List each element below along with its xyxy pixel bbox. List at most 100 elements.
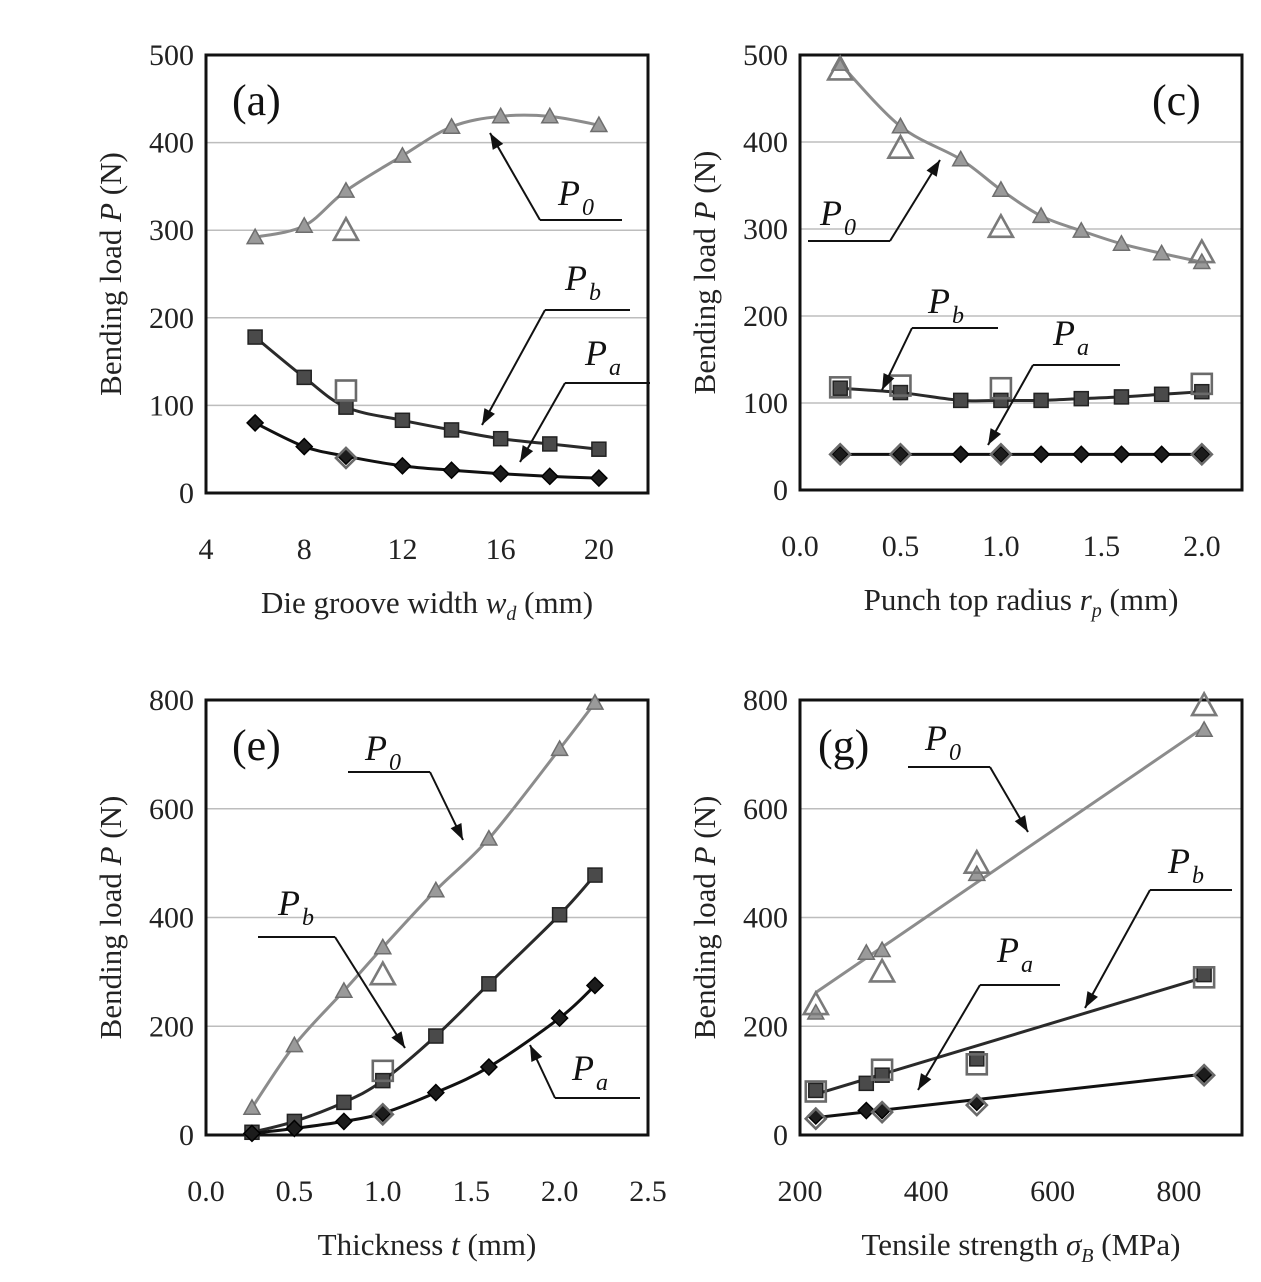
panel-e: 0 200 400 600 800 0.0 0.5 1.0 1.5 2.0 2.5 Thickness… <box>93 684 667 1262</box>
series-Pa: Pa <box>803 930 1216 1131</box>
y-tick-label: 200 <box>743 300 788 333</box>
panel-label: (a) <box>232 76 281 125</box>
series-label: Pb <box>277 883 314 931</box>
data-point <box>1033 392 1049 409</box>
experimental-point <box>331 215 361 242</box>
data-point <box>993 392 1009 409</box>
experimental-point <box>368 959 398 986</box>
data-point <box>1192 445 1211 464</box>
experimental-point <box>371 1059 395 1083</box>
experimental-point <box>870 1100 894 1125</box>
experimental-point <box>1192 1063 1216 1088</box>
arrow-head <box>1085 991 1098 1008</box>
data-point <box>336 181 356 198</box>
y-tick-label: 100 <box>743 387 788 420</box>
y-tick-label: 0 <box>179 477 194 510</box>
data-point <box>892 384 909 401</box>
x-tick-label: 1.0 <box>982 530 1020 563</box>
arrow-head <box>490 133 504 150</box>
data-point <box>1153 386 1170 403</box>
experimental-point <box>828 442 853 467</box>
series-label: Pa <box>996 930 1033 978</box>
y-axis-title: Bending load P (N) <box>687 796 722 1040</box>
data-point <box>951 149 971 167</box>
x-tick-label: 8 <box>297 533 312 566</box>
arrow-head <box>918 1073 932 1090</box>
data-point <box>481 976 497 992</box>
x-tick-label: 400 <box>904 1175 949 1208</box>
leader-arrow-line <box>481 309 546 426</box>
experimental-point <box>828 376 852 399</box>
data-point <box>1073 390 1090 407</box>
data-point <box>491 106 510 124</box>
leader-arrow-line <box>1084 889 1151 1009</box>
data-point <box>585 693 605 710</box>
series-Pb: Pb <box>804 841 1232 1103</box>
x-tick-label: 1.0 <box>364 1175 402 1208</box>
data-point <box>540 106 560 124</box>
experimental-point <box>1192 966 1216 989</box>
series-line <box>250 701 597 1109</box>
data-point <box>294 216 314 233</box>
experimental-point <box>334 446 358 470</box>
arrow-head <box>520 445 534 462</box>
experimental-point <box>867 957 897 983</box>
y-axis-title: Bending load P (N) <box>93 152 128 396</box>
y-tick-label: 400 <box>149 127 194 160</box>
experimental-point <box>962 848 992 875</box>
y-tick-label: 800 <box>743 684 788 717</box>
data-point <box>373 937 393 955</box>
y-tick-label: 200 <box>743 1010 788 1043</box>
data-point <box>587 867 603 883</box>
series-label: P0 <box>819 193 856 241</box>
data-point <box>426 1083 445 1102</box>
data-point <box>336 1094 352 1111</box>
data-point <box>1152 445 1171 464</box>
experimental-point <box>889 374 912 397</box>
data-point <box>296 369 312 386</box>
series-Pb: Pb <box>247 258 630 457</box>
leader-arrow-line <box>489 132 541 221</box>
experimental-point <box>870 1058 894 1082</box>
arrow-head <box>482 408 495 425</box>
data-point <box>285 1119 304 1138</box>
data-point <box>443 422 460 438</box>
y-tick-label: 100 <box>149 389 194 422</box>
data-point <box>428 1028 444 1044</box>
experimental-point <box>888 442 913 467</box>
series-label: Pb <box>927 281 964 329</box>
data-point <box>1196 966 1212 983</box>
experimental-point <box>825 55 855 81</box>
data-point <box>242 1098 262 1115</box>
data-point <box>891 116 910 134</box>
experimental-point <box>1189 442 1214 467</box>
data-point <box>991 445 1010 464</box>
x-tick-label: 200 <box>778 1175 823 1208</box>
data-point <box>1032 445 1051 464</box>
y-tick-label: 400 <box>743 126 788 159</box>
data-point <box>1194 720 1214 738</box>
data-point <box>393 146 412 163</box>
y-tick-label: 300 <box>149 214 194 247</box>
data-point <box>1071 221 1091 238</box>
experimental-point <box>801 989 830 1016</box>
x-tick-label: 2.0 <box>1183 530 1221 563</box>
x-tick-label: 0.0 <box>781 530 819 563</box>
y-tick-label: 500 <box>743 39 788 72</box>
series-P0: P0 <box>801 690 1219 1020</box>
y-tick-label: 300 <box>743 213 788 246</box>
series-label: Pa <box>571 1048 608 1096</box>
arrow-head <box>882 372 895 390</box>
arrow-head <box>450 822 463 840</box>
data-point <box>858 1075 875 1092</box>
panel-label: (g) <box>818 721 869 770</box>
data-point <box>295 437 314 456</box>
data-point <box>393 456 412 475</box>
data-point <box>242 1124 262 1143</box>
plot-frame <box>204 698 650 1137</box>
x-tick-label: 2.5 <box>629 1175 667 1208</box>
y-tick-label: 0 <box>773 474 788 507</box>
y-axis-title: Bending load P (N) <box>93 796 128 1040</box>
